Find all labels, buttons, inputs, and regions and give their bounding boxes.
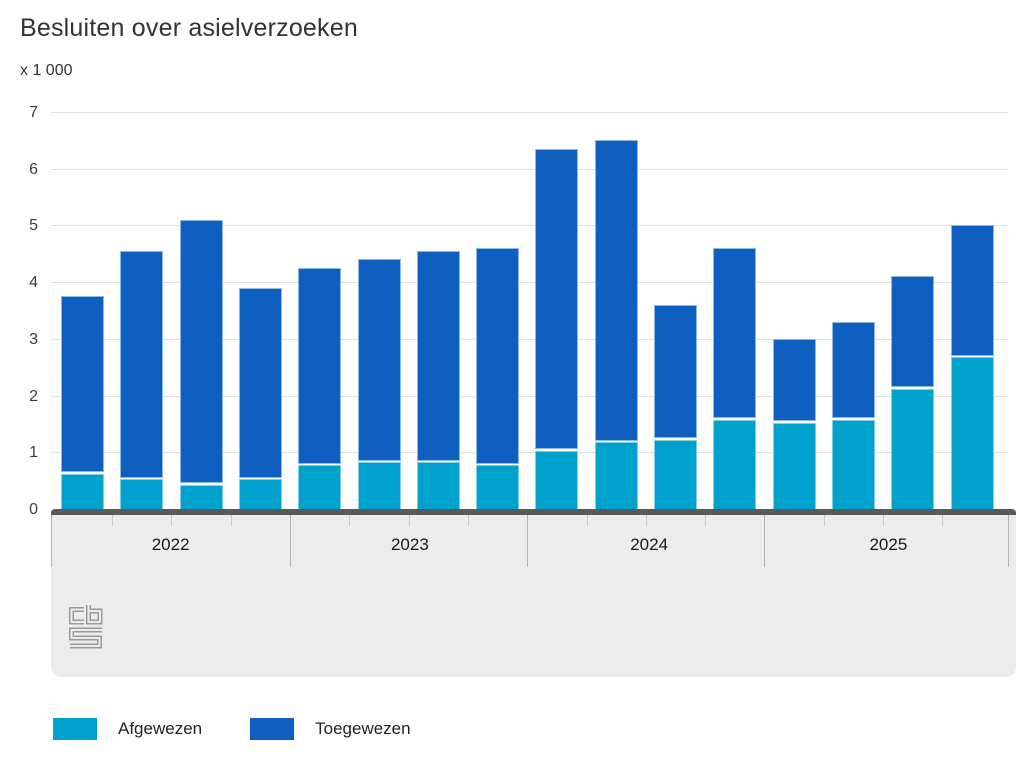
legend-label: Afgewezen: [118, 719, 203, 738]
quarter-tick: [883, 515, 885, 526]
bar-segment-toegewezen: [831, 321, 875, 419]
bar-segment-toegewezen: [238, 287, 282, 478]
bar-segment-toegewezen: [476, 248, 520, 464]
bar-segment-afgewezen: [476, 465, 520, 509]
bar-segment-toegewezen: [535, 148, 579, 450]
legend: Afgewezen Toegewezen: [53, 718, 459, 740]
y-tick-label: 6: [29, 160, 38, 178]
bar-segment-toegewezen: [61, 296, 104, 473]
bar-segment-afgewezen: [535, 450, 579, 509]
gridline: [51, 168, 1008, 170]
y-tick-label: 4: [29, 274, 38, 292]
x-axis-panel: 2022 2023 2024 2025: [51, 509, 1016, 677]
bar-segment-toegewezen: [120, 250, 164, 478]
quarter-tick: [349, 515, 351, 526]
bar-segment-toegewezen: [298, 267, 342, 464]
bar-segment-toegewezen: [654, 304, 697, 439]
quarter-tick: [705, 515, 707, 526]
bar-segment-afgewezen: [831, 419, 875, 509]
bar-segment-afgewezen: [238, 479, 282, 509]
quarter-tick: [645, 515, 647, 526]
year-separator: [1008, 515, 1009, 567]
year-separator: [290, 515, 292, 567]
bar-segment-toegewezen: [179, 219, 223, 484]
legend-item-afgewezen: Afgewezen: [53, 718, 202, 740]
bar-segment-toegewezen: [416, 250, 460, 461]
bar-segment-toegewezen: [772, 338, 816, 422]
y-tick-label: 2: [29, 387, 38, 405]
year-label: 2025: [869, 535, 908, 554]
bar-segment-toegewezen: [594, 140, 638, 441]
bar-segment-afgewezen: [594, 442, 638, 509]
bar-segment-afgewezen: [891, 388, 935, 509]
quarter-tick: [408, 515, 410, 526]
quarter-tick: [467, 515, 469, 526]
year-separator: [764, 515, 766, 567]
year-separator: [527, 515, 529, 567]
legend-item-toegewezen: Toegewezen: [250, 718, 411, 740]
year-separator: [51, 515, 52, 567]
y-tick-label: 5: [29, 217, 38, 235]
legend-swatch: [250, 718, 295, 740]
bar-segment-toegewezen: [357, 259, 401, 461]
cbs-logo: [69, 605, 103, 649]
bar-segment-afgewezen: [61, 473, 104, 509]
gridline: [51, 112, 1008, 113]
gridline: [51, 395, 1008, 397]
y-tick-label: 1: [29, 444, 38, 462]
x-axis-band: [51, 509, 1016, 515]
gridline: [51, 282, 1008, 284]
y-tick-label: 0: [29, 501, 38, 518]
bar-segment-toegewezen: [891, 276, 935, 388]
year-label: 2023: [390, 535, 429, 554]
chart-title: Besluiten over asielverzoeken: [20, 14, 358, 42]
gridline: [51, 338, 1008, 340]
quarter-tick: [823, 515, 825, 526]
y-tick-label: 7: [29, 104, 38, 121]
year-label: 2024: [630, 535, 669, 554]
quarter-tick: [230, 515, 232, 526]
bar-segment-afgewezen: [179, 484, 223, 509]
bar-segment-afgewezen: [950, 357, 994, 509]
y-tick-label: 3: [29, 330, 38, 348]
bar-segment-afgewezen: [654, 439, 697, 509]
bar-segment-afgewezen: [713, 419, 757, 509]
bar-segment-toegewezen: [950, 225, 994, 356]
legend-swatch: [53, 718, 97, 740]
bar-segment-afgewezen: [772, 422, 816, 509]
gridline: [51, 225, 1008, 227]
bar-segment-afgewezen: [357, 462, 401, 509]
bar-segment-afgewezen: [416, 462, 460, 509]
quarter-tick: [171, 515, 173, 526]
legend-label: Toegewezen: [315, 719, 411, 738]
bar-segment-afgewezen: [298, 465, 342, 509]
bar-segment-afgewezen: [120, 479, 164, 509]
year-label: 2022: [151, 535, 190, 554]
quarter-tick: [942, 515, 944, 526]
quarter-tick: [586, 515, 588, 526]
unit-label: x 1 000: [20, 62, 73, 79]
bar-segment-toegewezen: [713, 248, 757, 419]
gridline: [51, 452, 1008, 454]
quarter-tick: [112, 515, 114, 526]
